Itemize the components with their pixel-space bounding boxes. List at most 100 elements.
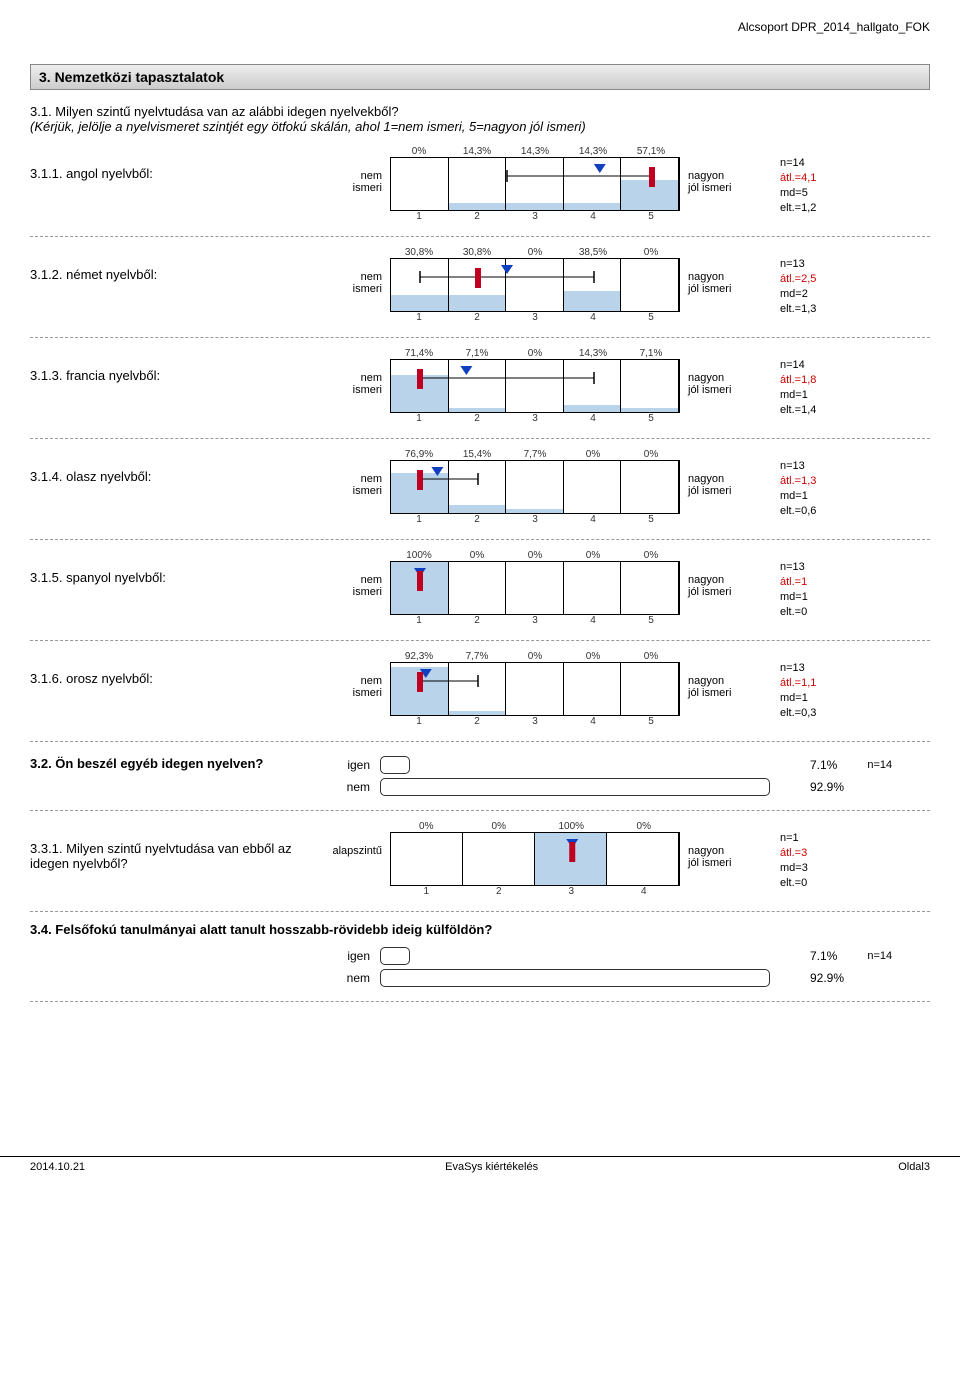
- axis-tick: 4: [564, 716, 622, 727]
- hbar-pct: 7.1%: [800, 949, 837, 963]
- hbar-row: nem 92.9%: [320, 778, 930, 796]
- footer-page: Oldal3: [898, 1161, 930, 1173]
- likert-chart: 0%14,3%14,3%14,3%57,1% 12345: [390, 146, 680, 226]
- pct-label: 0%: [390, 821, 463, 832]
- bar-cell: [506, 158, 564, 210]
- bar-cell: [621, 562, 679, 614]
- footer-center: EvaSys kiértékelés: [445, 1161, 538, 1173]
- pct-label: 0%: [564, 651, 622, 662]
- likert-chart: 0%0%100%0% 1234: [390, 821, 680, 901]
- axis-tick: 4: [564, 413, 622, 424]
- axis-tick: 2: [448, 716, 506, 727]
- scale-left-label: alapszintű: [320, 821, 390, 857]
- pct-label: 14,3%: [564, 146, 622, 157]
- intro-block: 3.1. Milyen szintű nyelvtudása van az al…: [30, 104, 930, 134]
- hbar-row: nem 92.9%: [320, 969, 930, 987]
- pct-label: 14,3%: [564, 348, 622, 359]
- n-label: n=14: [837, 759, 892, 771]
- bar-cell: [564, 562, 622, 614]
- hbar-track: [380, 947, 800, 965]
- hbar-pct: 7.1%: [800, 758, 837, 772]
- q-3-4-label: 3.4. Felsőfokú tanulmányai alatt tanult …: [30, 922, 930, 937]
- axis-tick: 5: [622, 615, 680, 626]
- q-3-1-2: 3.1.2. német nyelvből: nemismeri 30,8% 3 0…: [30, 241, 930, 338]
- bar-cell: [449, 562, 507, 614]
- scale-left-label: nemismeri: [320, 348, 390, 396]
- bar-cell: [607, 833, 679, 885]
- pct-label: 71,4%: [390, 348, 448, 359]
- question-label: 3.1.3. francia nyelvből:: [30, 348, 320, 383]
- axis-tick: 4: [564, 514, 622, 525]
- question-label: 3.1.2. német nyelvből:: [30, 247, 320, 282]
- bar-cell: [506, 562, 564, 614]
- axis-tick: 4: [564, 312, 622, 323]
- axis-tick: 2: [448, 413, 506, 424]
- scale-left-label: nemismeri: [320, 449, 390, 497]
- likert-chart: 92,3%7,7%0%0%0% 12345: [390, 651, 680, 731]
- question-label: 3.1.4. olasz nyelvből:: [30, 449, 320, 484]
- question-label: 3.1.5. spanyol nyelvből:: [30, 550, 320, 585]
- q-3-1-4: 3.1.4. olasz nyelvből: nemismeri 76,9%15…: [30, 443, 930, 540]
- pct-label: 76,9%: [390, 449, 448, 460]
- section-title: 3. Nemzetközi tapasztalatok: [30, 64, 930, 90]
- bar-cell: [621, 360, 679, 412]
- axis-tick: 3: [506, 312, 564, 323]
- pct-label: 0%: [622, 550, 680, 561]
- bar-cell: [449, 259, 507, 311]
- q-3-4: 3.4. Felsőfokú tanulmányai alatt tanult …: [30, 916, 930, 1002]
- hbar-row: igen 7.1% n=14: [320, 947, 930, 965]
- question-label: 3.1.6. orosz nyelvből:: [30, 651, 320, 686]
- pct-label: 0%: [506, 247, 564, 258]
- scale-right-label: nagyonjól ismeri: [680, 449, 760, 497]
- scale-left-label: nemismeri: [320, 146, 390, 194]
- likert-chart: 30,8%30,8%0%38,5%0% 12345: [390, 247, 680, 327]
- bar-cell: [621, 663, 679, 715]
- pct-label: 0%: [622, 449, 680, 460]
- q-3-3-1: 3.3.1. Milyen szintű nyelvtudása van ebb…: [30, 815, 930, 912]
- axis-tick: 5: [622, 413, 680, 424]
- n-label: n=14: [837, 950, 892, 962]
- hbar-row: igen 7.1% n=14: [320, 756, 930, 774]
- pct-label: 0%: [564, 550, 622, 561]
- bar-cell: [449, 663, 507, 715]
- bar-cell: [564, 461, 622, 513]
- hbar-track: [380, 969, 800, 987]
- pct-label: 0%: [506, 651, 564, 662]
- scale-left-label: nemismeri: [320, 247, 390, 295]
- hbar-pct: 92.9%: [800, 780, 844, 794]
- bar-cell: [506, 360, 564, 412]
- scale-right-label: nagyonjól ismeri: [680, 651, 760, 699]
- footer-date: 2014.10.21: [30, 1161, 85, 1173]
- pct-label: 57,1%: [622, 146, 680, 157]
- likert-chart: 100%0%0%0%0% 12345: [390, 550, 680, 630]
- pct-label: 7,1%: [622, 348, 680, 359]
- pct-label: 0%: [622, 651, 680, 662]
- axis-tick: 1: [390, 615, 448, 626]
- pct-label: 30,8%: [390, 247, 448, 258]
- axis-tick: 3: [506, 413, 564, 424]
- axis-tick: 3: [506, 615, 564, 626]
- hbar-track: [380, 778, 800, 796]
- q-3-2-label: 3.2. Ön beszél egyéb idegen nyelven?: [30, 752, 320, 771]
- q-3-2: 3.2. Ön beszél egyéb idegen nyelven? ige…: [30, 746, 930, 811]
- bar-cell: [391, 461, 449, 513]
- scale-right-label: nagyonjól ismeri: [680, 348, 760, 396]
- stats-block: n=14 átl.=1,8 md=1 elt.=1,4: [760, 348, 930, 417]
- axis-tick: 1: [390, 514, 448, 525]
- axis-tick: 3: [506, 716, 564, 727]
- question-label: 3.1.1. angol nyelvből:: [30, 146, 320, 181]
- pct-label: 0%: [506, 550, 564, 561]
- axis-tick: 2: [448, 312, 506, 323]
- bar-cell: [391, 360, 449, 412]
- pct-label: 7,7%: [506, 449, 564, 460]
- bar-cell: [506, 259, 564, 311]
- pct-label: 14,3%: [448, 146, 506, 157]
- bar-cell: [449, 158, 507, 210]
- axis-tick: 5: [622, 211, 680, 222]
- axis-tick: 2: [448, 211, 506, 222]
- bar-cell: [621, 259, 679, 311]
- bar-cell: [391, 663, 449, 715]
- q-3-1-3: 3.1.3. francia nyelvből: nemismeri 71,4%…: [30, 342, 930, 439]
- pct-label: 92,3%: [390, 651, 448, 662]
- bar-cell: [564, 158, 622, 210]
